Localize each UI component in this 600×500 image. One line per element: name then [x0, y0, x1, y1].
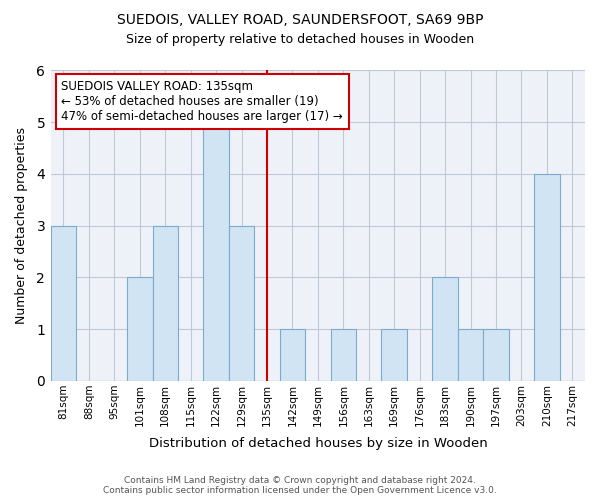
Bar — [382, 329, 407, 381]
Bar — [229, 226, 254, 381]
Bar — [331, 329, 356, 381]
Bar — [458, 329, 483, 381]
X-axis label: Distribution of detached houses by size in Wooden: Distribution of detached houses by size … — [149, 437, 487, 450]
Text: SUEDOIS VALLEY ROAD: 135sqm
← 53% of detached houses are smaller (19)
47% of sem: SUEDOIS VALLEY ROAD: 135sqm ← 53% of det… — [61, 80, 343, 123]
Text: Size of property relative to detached houses in Wooden: Size of property relative to detached ho… — [126, 32, 474, 46]
Bar — [127, 278, 152, 381]
Bar — [280, 329, 305, 381]
Bar — [433, 278, 458, 381]
Text: SUEDOIS, VALLEY ROAD, SAUNDERSFOOT, SA69 9BP: SUEDOIS, VALLEY ROAD, SAUNDERSFOOT, SA69… — [117, 12, 483, 26]
Y-axis label: Number of detached properties: Number of detached properties — [15, 127, 28, 324]
Bar — [152, 226, 178, 381]
Text: Contains HM Land Registry data © Crown copyright and database right 2024.
Contai: Contains HM Land Registry data © Crown c… — [103, 476, 497, 495]
Bar — [203, 122, 229, 381]
Bar — [534, 174, 560, 381]
Bar — [51, 226, 76, 381]
Bar — [483, 329, 509, 381]
